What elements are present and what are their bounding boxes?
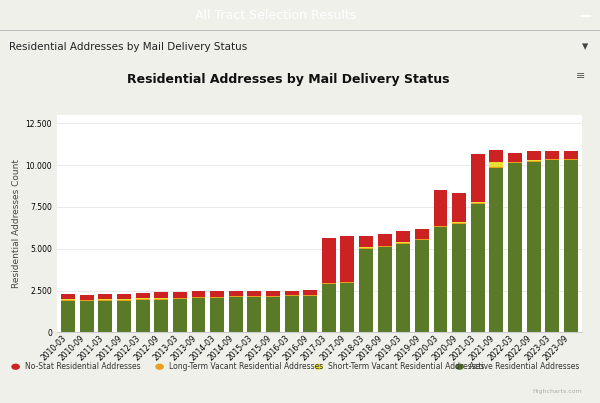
- Bar: [340, 236, 355, 282]
- Bar: [490, 150, 503, 162]
- Bar: [173, 299, 187, 332]
- Bar: [117, 301, 131, 332]
- Bar: [527, 151, 541, 160]
- Bar: [396, 231, 410, 243]
- Bar: [452, 223, 466, 224]
- Bar: [191, 298, 205, 332]
- Bar: [98, 301, 112, 332]
- Bar: [490, 162, 503, 167]
- Text: All Tract Selection Results: All Tract Selection Results: [196, 8, 356, 22]
- Bar: [434, 227, 448, 332]
- Bar: [136, 300, 149, 332]
- Bar: [471, 204, 485, 332]
- Bar: [117, 294, 131, 299]
- Bar: [508, 163, 522, 332]
- Bar: [340, 282, 355, 283]
- Text: ≡: ≡: [575, 71, 585, 81]
- Bar: [229, 296, 243, 297]
- Bar: [98, 294, 112, 299]
- Bar: [434, 226, 448, 227]
- Bar: [303, 295, 317, 297]
- Bar: [322, 283, 336, 284]
- Bar: [564, 159, 578, 160]
- Bar: [266, 291, 280, 296]
- Bar: [527, 162, 541, 332]
- Bar: [564, 151, 578, 159]
- Bar: [527, 161, 541, 162]
- Bar: [210, 298, 224, 332]
- Bar: [173, 298, 187, 299]
- Bar: [359, 248, 373, 249]
- Bar: [247, 291, 262, 296]
- Bar: [415, 239, 429, 241]
- Bar: [471, 154, 485, 202]
- Bar: [508, 162, 522, 163]
- Bar: [80, 300, 94, 301]
- Bar: [136, 293, 149, 299]
- Text: Residential Addresses by Mail Delivery Status: Residential Addresses by Mail Delivery S…: [9, 42, 247, 52]
- Bar: [284, 295, 299, 297]
- Bar: [415, 241, 429, 332]
- Bar: [564, 160, 578, 332]
- Bar: [210, 291, 224, 297]
- Text: Residential Addresses by Mail Delivery Status: Residential Addresses by Mail Delivery S…: [127, 73, 449, 85]
- Bar: [452, 193, 466, 222]
- Bar: [490, 167, 503, 168]
- Bar: [247, 296, 262, 297]
- Bar: [377, 235, 392, 246]
- Bar: [340, 283, 355, 332]
- Bar: [284, 291, 299, 295]
- Bar: [154, 292, 168, 299]
- Bar: [452, 224, 466, 332]
- Text: Active Residential Addresses: Active Residential Addresses: [469, 362, 580, 371]
- Bar: [136, 299, 149, 300]
- Bar: [434, 190, 448, 226]
- Bar: [154, 300, 168, 332]
- Bar: [80, 301, 94, 332]
- Bar: [191, 297, 205, 298]
- Bar: [490, 168, 503, 332]
- Bar: [508, 153, 522, 162]
- Bar: [545, 151, 559, 159]
- Bar: [359, 236, 373, 247]
- Bar: [117, 300, 131, 301]
- Bar: [396, 243, 410, 244]
- Bar: [322, 284, 336, 332]
- Bar: [154, 299, 168, 300]
- Bar: [266, 296, 280, 297]
- Bar: [471, 203, 485, 204]
- Bar: [545, 160, 559, 332]
- Bar: [284, 297, 299, 332]
- Bar: [247, 297, 262, 332]
- Bar: [61, 300, 75, 301]
- Bar: [471, 202, 485, 203]
- Text: Long-Term Vacant Residential Addresses: Long-Term Vacant Residential Addresses: [169, 362, 323, 371]
- Bar: [229, 297, 243, 332]
- Bar: [266, 297, 280, 332]
- Bar: [377, 247, 392, 332]
- Bar: [396, 244, 410, 332]
- Text: −: −: [578, 6, 592, 24]
- Bar: [303, 297, 317, 332]
- Bar: [98, 300, 112, 301]
- Bar: [229, 291, 243, 296]
- Bar: [61, 294, 75, 299]
- Bar: [173, 292, 187, 298]
- Text: No-Stat Residential Addresses: No-Stat Residential Addresses: [25, 362, 141, 371]
- Bar: [415, 229, 429, 239]
- Bar: [303, 290, 317, 295]
- Text: Highcharts.com: Highcharts.com: [532, 389, 582, 394]
- Bar: [61, 301, 75, 332]
- Text: Short-Term Vacant Residential Addresses: Short-Term Vacant Residential Addresses: [328, 362, 485, 371]
- Bar: [210, 297, 224, 298]
- Bar: [377, 246, 392, 247]
- Text: ▾: ▾: [582, 40, 588, 53]
- Bar: [80, 295, 94, 300]
- Bar: [359, 249, 373, 332]
- Y-axis label: Residential Addresses Count: Residential Addresses Count: [13, 159, 22, 288]
- Bar: [322, 238, 336, 283]
- Bar: [191, 291, 205, 297]
- Bar: [545, 159, 559, 160]
